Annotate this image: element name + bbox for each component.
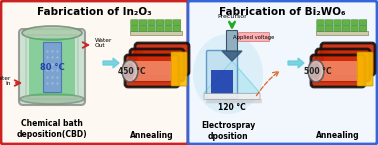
Polygon shape: [288, 58, 304, 68]
Bar: [43, 42, 61, 92]
FancyBboxPatch shape: [173, 20, 181, 25]
FancyBboxPatch shape: [139, 20, 147, 25]
FancyBboxPatch shape: [206, 50, 237, 98]
Text: 120 °C: 120 °C: [218, 103, 246, 112]
FancyBboxPatch shape: [316, 49, 370, 81]
Text: Chemical bath
deposition(CBD): Chemical bath deposition(CBD): [17, 119, 87, 139]
FancyBboxPatch shape: [133, 61, 171, 81]
Ellipse shape: [311, 63, 321, 79]
FancyBboxPatch shape: [1, 1, 188, 144]
Text: Applied voltage: Applied voltage: [233, 35, 275, 39]
Polygon shape: [222, 51, 242, 61]
Text: Water
Out: Water Out: [95, 38, 112, 48]
FancyBboxPatch shape: [143, 49, 181, 69]
Ellipse shape: [22, 26, 82, 40]
Text: 450 °C: 450 °C: [118, 67, 146, 76]
FancyBboxPatch shape: [165, 20, 172, 25]
FancyBboxPatch shape: [204, 94, 260, 99]
FancyBboxPatch shape: [226, 30, 237, 51]
FancyBboxPatch shape: [148, 26, 155, 31]
FancyBboxPatch shape: [173, 26, 181, 31]
FancyBboxPatch shape: [321, 43, 375, 75]
Text: Annealing: Annealing: [316, 130, 360, 139]
Text: Fabrication of Bi₂WO₆: Fabrication of Bi₂WO₆: [219, 7, 345, 17]
Text: Electrospray
dposition: Electrospray dposition: [201, 121, 255, 141]
FancyBboxPatch shape: [317, 26, 324, 31]
FancyBboxPatch shape: [131, 20, 138, 25]
Ellipse shape: [125, 63, 135, 79]
FancyBboxPatch shape: [334, 26, 341, 31]
Text: Annealing: Annealing: [130, 130, 174, 139]
Ellipse shape: [193, 34, 263, 114]
FancyBboxPatch shape: [342, 20, 350, 25]
FancyBboxPatch shape: [125, 55, 179, 87]
FancyBboxPatch shape: [156, 26, 164, 31]
FancyBboxPatch shape: [351, 26, 358, 31]
FancyBboxPatch shape: [171, 52, 187, 86]
Text: Fabrication of In₂O₃: Fabrication of In₂O₃: [37, 7, 151, 17]
FancyBboxPatch shape: [334, 20, 341, 25]
FancyBboxPatch shape: [135, 43, 189, 75]
FancyBboxPatch shape: [342, 26, 350, 31]
FancyBboxPatch shape: [206, 99, 262, 103]
Text: Water
In: Water In: [0, 76, 11, 86]
FancyBboxPatch shape: [188, 1, 377, 144]
FancyBboxPatch shape: [329, 49, 367, 69]
FancyBboxPatch shape: [317, 20, 324, 25]
FancyBboxPatch shape: [325, 20, 333, 25]
Text: Precursor: Precursor: [217, 14, 247, 19]
FancyBboxPatch shape: [351, 20, 358, 25]
FancyBboxPatch shape: [29, 38, 75, 96]
FancyBboxPatch shape: [324, 55, 362, 75]
Ellipse shape: [122, 60, 138, 82]
FancyBboxPatch shape: [359, 20, 367, 25]
Text: 80 °C: 80 °C: [40, 62, 64, 71]
Bar: [316, 31, 368, 35]
Bar: [211, 70, 233, 94]
FancyBboxPatch shape: [138, 55, 176, 75]
FancyBboxPatch shape: [139, 26, 147, 31]
FancyBboxPatch shape: [239, 32, 270, 41]
FancyBboxPatch shape: [131, 26, 138, 31]
FancyBboxPatch shape: [165, 26, 172, 31]
FancyBboxPatch shape: [357, 52, 373, 86]
FancyBboxPatch shape: [325, 26, 333, 31]
FancyBboxPatch shape: [130, 49, 184, 81]
Ellipse shape: [308, 60, 324, 82]
FancyBboxPatch shape: [311, 55, 365, 87]
Text: 500 °C: 500 °C: [304, 67, 332, 76]
FancyBboxPatch shape: [19, 29, 85, 105]
Bar: [130, 31, 182, 35]
Ellipse shape: [20, 94, 84, 104]
FancyBboxPatch shape: [148, 20, 155, 25]
FancyBboxPatch shape: [319, 61, 357, 81]
Polygon shape: [204, 61, 260, 93]
FancyBboxPatch shape: [359, 26, 367, 31]
Polygon shape: [103, 58, 119, 68]
FancyBboxPatch shape: [156, 20, 164, 25]
